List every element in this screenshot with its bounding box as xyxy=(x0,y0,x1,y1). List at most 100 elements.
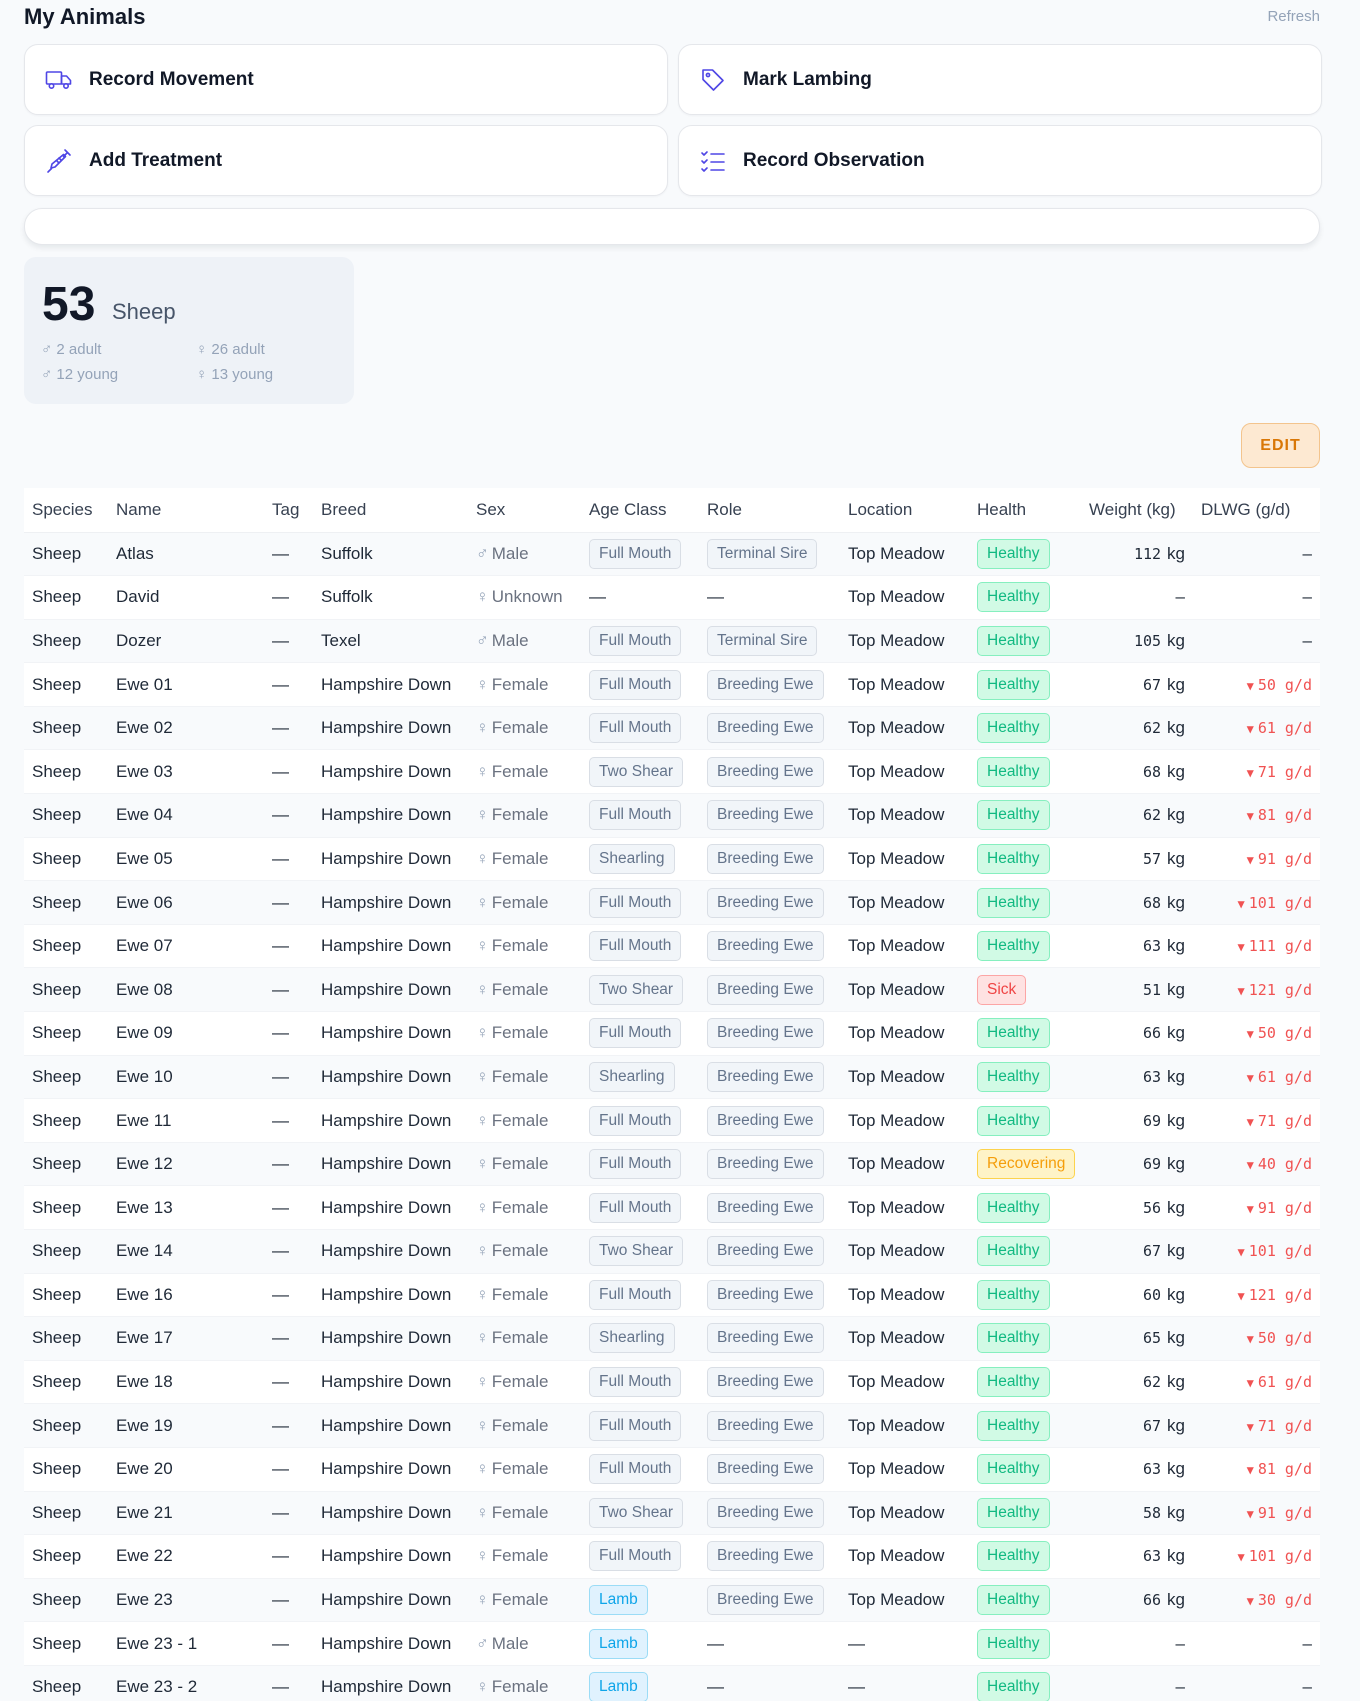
species-cell: Sheep xyxy=(24,749,108,795)
column-header-breed[interactable]: Breed xyxy=(313,488,468,533)
refresh-link[interactable]: Refresh xyxy=(1267,8,1320,25)
add-treatment-button[interactable]: Add Treatment xyxy=(24,125,668,196)
table-row[interactable]: Sheep Ewe 04— Hampshire Down ♀ Female Full Mo… xyxy=(24,793,1320,838)
down-arrow-icon: ▼ xyxy=(1246,1594,1254,1609)
column-header-weight[interactable]: Weight (kg) xyxy=(1081,488,1193,533)
table-row[interactable]: Sheep Ewe 20— Hampshire Down ♀ Female Full Mo… xyxy=(24,1447,1320,1492)
age-class-badge: Full Mouth xyxy=(589,625,682,656)
table-row[interactable]: Sheep Ewe 21— Hampshire Down ♀ Female Two She… xyxy=(24,1491,1320,1536)
role-cell: Breeding Ewe xyxy=(699,837,840,882)
dlwg-cell: ▼ 101 g/d xyxy=(1193,1534,1320,1579)
age-class-badge: Shearling xyxy=(589,1323,675,1354)
health-status-badge: Healthy xyxy=(977,1323,1050,1354)
female-icon: ♀ xyxy=(476,936,489,956)
female-icon: ♀ xyxy=(476,1154,489,1174)
health-status-badge: Healthy xyxy=(977,1497,1050,1528)
table-row[interactable]: Sheep Ewe 19— Hampshire Down ♀ Female Full Mo… xyxy=(24,1403,1320,1448)
table-row[interactable]: Sheep Ewe 16— Hampshire Down ♀ Female Full Mo… xyxy=(24,1273,1320,1318)
mark-lambing-button[interactable]: Mark Lambing xyxy=(678,44,1322,115)
health-cell: Healthy xyxy=(969,749,1081,795)
location-cell: Top Meadow xyxy=(840,532,969,577)
table-row[interactable]: Sheep Ewe 17— Hampshire Down ♀ Female Shearli… xyxy=(24,1316,1320,1361)
table-row[interactable]: Sheep Ewe 23 - 1— Hampshire Down ♂ Male Lamb —… xyxy=(24,1621,1320,1666)
age-class-badge: Full Mouth xyxy=(589,1541,682,1572)
table-row[interactable]: Sheep Dozer — Texel ♂ Male Full Mouth Terminal … xyxy=(24,619,1320,664)
role-badge: Breeding Ewe xyxy=(707,1018,824,1049)
health-cell: Sick xyxy=(969,967,1081,1013)
table-row[interactable]: Sheep Ewe 11— Hampshire Down ♀ Female Full Mo… xyxy=(24,1098,1320,1143)
column-header-location[interactable]: Location xyxy=(840,488,969,533)
table-row[interactable]: Sheep Ewe 05— Hampshire Down ♀ Female Shearli… xyxy=(24,837,1320,882)
breed-cell: Hampshire Down xyxy=(313,880,468,925)
table-row[interactable]: Sheep Ewe 07— Hampshire Down ♀ Female Full Mo… xyxy=(24,924,1320,969)
breed-cell: Hampshire Down xyxy=(313,1665,468,1701)
table-row[interactable]: Sheep Ewe 06— Hampshire Down ♀ Female Full Mo… xyxy=(24,880,1320,925)
record-movement-button[interactable]: Record Movement xyxy=(24,44,668,115)
role-badge: Breeding Ewe xyxy=(707,1105,824,1136)
tag-cell: — xyxy=(264,575,313,620)
role-cell: Breeding Ewe xyxy=(699,749,840,795)
name-cell: Ewe 02 xyxy=(108,706,264,751)
table-row[interactable]: Sheep Ewe 08— Hampshire Down ♀ Female Two She… xyxy=(24,967,1320,1013)
record-observation-button[interactable]: Record Observation xyxy=(678,125,1322,196)
age-class-cell: Two Shear xyxy=(581,749,699,795)
tag-cell: — xyxy=(264,793,313,838)
breed-cell: Hampshire Down xyxy=(313,967,468,1013)
column-header-tag[interactable]: Tag xyxy=(264,488,313,533)
health-status-badge: Recovering xyxy=(977,1149,1076,1180)
dlwg-cell: ▼ 30 g/d xyxy=(1193,1578,1320,1623)
column-header-dlwg[interactable]: DLWG (g/d) xyxy=(1193,488,1320,533)
species-summary-card[interactable]: 53 Sheep ♂ 2 adult ♀ 26 adult ♂ 12 young… xyxy=(24,257,354,404)
breed-cell: Hampshire Down xyxy=(313,749,468,795)
column-header-species[interactable]: Species xyxy=(24,488,108,533)
health-cell: Healthy xyxy=(969,532,1081,577)
age-class-badge: Two Shear xyxy=(589,974,684,1005)
table-row[interactable]: Sheep Ewe 18— Hampshire Down ♀ Female Full Mo… xyxy=(24,1360,1320,1405)
column-header-sex[interactable]: Sex xyxy=(468,488,581,533)
health-cell: Healthy xyxy=(969,1403,1081,1448)
table-row[interactable]: Sheep Ewe 22— Hampshire Down ♀ Female Full Mo… xyxy=(24,1534,1320,1579)
table-row[interactable]: Sheep Ewe 02— Hampshire Down ♀ Female Full Mo… xyxy=(24,706,1320,751)
role-badge: Breeding Ewe xyxy=(707,669,824,700)
female-icon: ♀ xyxy=(476,1415,489,1435)
table-row[interactable]: Sheep Ewe 13— Hampshire Down ♀ Female Full Mo… xyxy=(24,1185,1320,1230)
column-header-name[interactable]: Name xyxy=(108,488,264,533)
table-row[interactable]: Sheep Ewe 03— Hampshire Down ♀ Female Two She… xyxy=(24,749,1320,795)
health-status-badge: Healthy xyxy=(977,625,1050,656)
dlwg-cell: ▼ 81 g/d xyxy=(1193,1447,1320,1492)
weight-cell: 62 kg xyxy=(1081,793,1193,838)
column-header-role[interactable]: Role xyxy=(699,488,840,533)
table-row[interactable]: Sheep Ewe 23 - 2— Hampshire Down ♀ Female Lam… xyxy=(24,1665,1320,1701)
weight-cell: 63 kg xyxy=(1081,1534,1193,1579)
age-class-cell: Two Shear xyxy=(581,1491,699,1536)
table-row[interactable]: Sheep Atlas — Suffolk ♂ Male Full Mouth Termina… xyxy=(24,532,1320,577)
health-status-badge: Healthy xyxy=(977,1192,1050,1223)
dlwg-cell: – xyxy=(1193,619,1320,664)
health-status-badge: Healthy xyxy=(977,1061,1050,1092)
female-icon: ♀ xyxy=(476,1197,489,1217)
species-cell: Sheep xyxy=(24,1316,108,1361)
tag-cell: — xyxy=(264,1360,313,1405)
table-row[interactable]: Sheep Ewe 10— Hampshire Down ♀ Female Shearli… xyxy=(24,1055,1320,1100)
search-bar[interactable] xyxy=(24,208,1320,245)
breed-cell: Hampshire Down xyxy=(313,1621,468,1666)
table-row[interactable]: Sheep Ewe 12— Hampshire Down ♀ Female Full Mo… xyxy=(24,1142,1320,1187)
table-row[interactable]: Sheep Ewe 14— Hampshire Down ♀ Female Two She… xyxy=(24,1229,1320,1274)
down-arrow-icon: ▼ xyxy=(1246,809,1254,824)
role-cell: Breeding Ewe xyxy=(699,1491,840,1536)
table-row[interactable]: Sheep Ewe 09— Hampshire Down ♀ Female Full Mo… xyxy=(24,1011,1320,1056)
sex-cell: ♀ Female xyxy=(468,1360,581,1405)
species-cell: Sheep xyxy=(24,706,108,751)
table-row[interactable]: Sheep Ewe 01— Hampshire Down ♀ Female Full Mo… xyxy=(24,662,1320,707)
health-cell: Healthy xyxy=(969,1229,1081,1274)
column-header-age-class[interactable]: Age Class xyxy=(581,488,699,533)
edit-button[interactable]: EDIT xyxy=(1241,423,1320,468)
age-class-cell: Full Mouth xyxy=(581,1011,699,1056)
table-row[interactable]: Sheep David — Suffolk ♀ Unknown — — Top Meadow He… xyxy=(24,575,1320,620)
female-icon: ♀ xyxy=(476,1459,489,1479)
column-header-health[interactable]: Health xyxy=(969,488,1081,533)
sex-cell: ♂ Male xyxy=(468,1621,581,1666)
table-row[interactable]: Sheep Ewe 23— Hampshire Down ♀ Female Lamb Bre… xyxy=(24,1578,1320,1623)
role-cell: Breeding Ewe xyxy=(699,1534,840,1579)
role-cell: Breeding Ewe xyxy=(699,967,840,1013)
